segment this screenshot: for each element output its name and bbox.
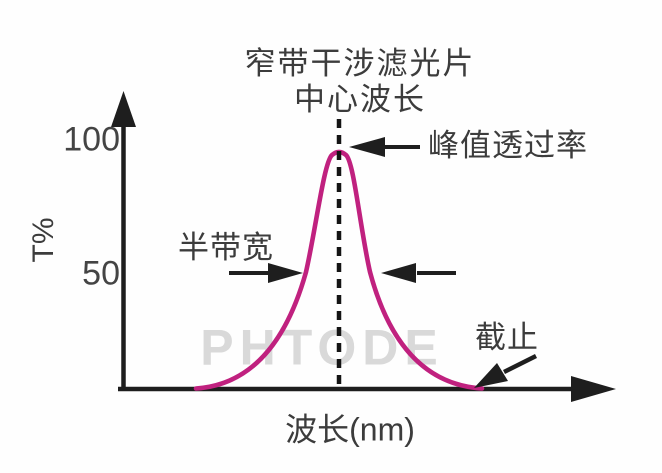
watermark-text: PHTODE: [200, 319, 444, 376]
cutoff-arrowhead-icon: [474, 363, 508, 388]
diagram-title-line2: 中心波长: [294, 81, 426, 117]
cutoff-label: 截止: [475, 320, 539, 356]
x-axis-arrowhead-icon: [571, 376, 616, 402]
peak-transmittance-label: 峰值透过率: [428, 128, 588, 164]
y-axis-label: T%: [26, 217, 60, 263]
y-axis-arrowhead-icon: [111, 91, 136, 127]
half-bandwidth-right-arrowhead-icon: [381, 263, 416, 283]
x-axis-label: 波长(nm): [285, 411, 415, 448]
cutoff-arrow-line: [502, 353, 538, 375]
half-bandwidth-left-arrowhead-icon: [268, 263, 303, 283]
half-bandwidth-label: 半带宽: [178, 230, 274, 266]
peak-arrowhead-icon: [349, 137, 385, 157]
y-tick-100: 100: [63, 120, 120, 159]
diagram-title-line1: 窄带干涉滤光片: [244, 46, 476, 81]
diagram-title: 窄带干涉滤光片 中心波长: [245, 46, 476, 117]
y-tick-50: 50: [82, 254, 120, 293]
